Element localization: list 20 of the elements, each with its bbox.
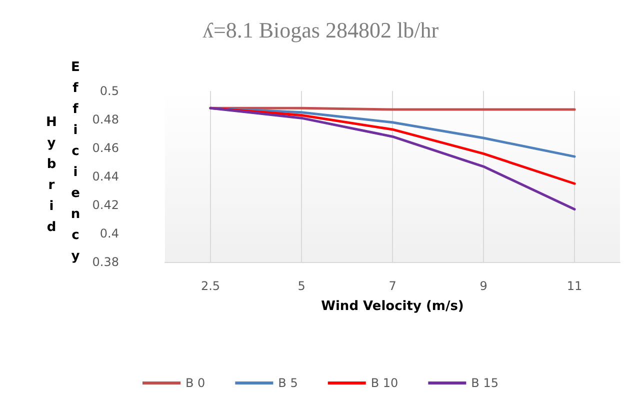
legend-label: B 10 <box>370 376 398 390</box>
y-tick-label: 0.5 <box>100 84 119 98</box>
x-tick-label: 7 <box>388 279 396 293</box>
x-tick-label: 11 <box>566 279 582 293</box>
legend-label: B 0 <box>186 376 206 390</box>
x-tick-label: 9 <box>480 279 488 293</box>
y-tick-label: 0.46 <box>92 141 119 155</box>
legend-label: B 5 <box>278 376 298 390</box>
x-tick-label: 2.5 <box>200 279 220 293</box>
line-series <box>209 106 576 211</box>
chart-title: ʎ=8.1 Biogas 284802 lb/hr <box>202 18 440 42</box>
legend-label: B 15 <box>471 376 499 390</box>
y-tick-label: 0.38 <box>92 255 119 269</box>
y-tick-label: 0.4 <box>100 226 119 240</box>
x-tick-label: 5 <box>298 279 306 293</box>
y-axis-title: Hybrid Efficiency <box>43 60 83 270</box>
y-tick-label: 0.48 <box>92 112 119 126</box>
x-axis-title: Wind Velocity (m/s) <box>321 299 464 314</box>
y-tick-label: 0.44 <box>92 170 119 184</box>
y-tick-label: 0.42 <box>92 198 119 212</box>
